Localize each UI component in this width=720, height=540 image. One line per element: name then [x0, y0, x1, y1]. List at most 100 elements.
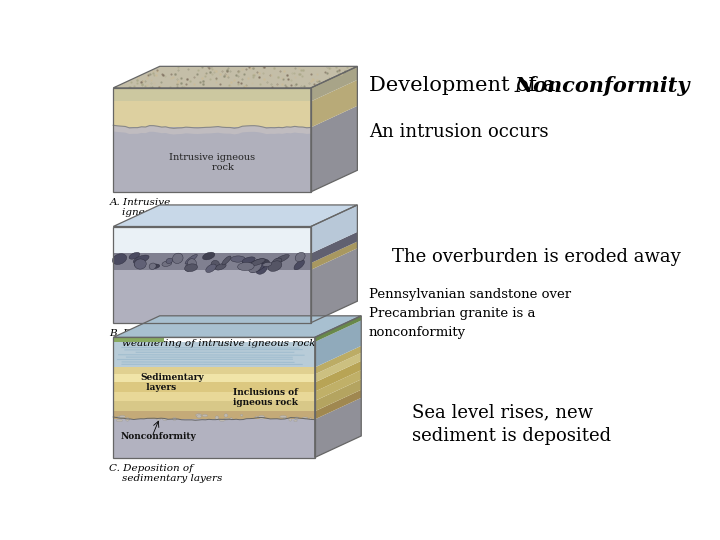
Ellipse shape: [173, 253, 183, 264]
Ellipse shape: [224, 418, 230, 420]
Ellipse shape: [163, 418, 167, 421]
Ellipse shape: [215, 264, 226, 270]
Text: Pennsylvanian sandstone over
Precambrian granite is a
nonconformity: Pennsylvanian sandstone over Precambrian…: [369, 288, 571, 339]
Polygon shape: [113, 338, 163, 342]
Ellipse shape: [186, 266, 192, 271]
Text: The overburden is eroded away: The overburden is eroded away: [392, 248, 681, 266]
Polygon shape: [311, 205, 357, 253]
Polygon shape: [113, 127, 311, 192]
Ellipse shape: [263, 262, 271, 267]
Ellipse shape: [294, 417, 299, 420]
Polygon shape: [311, 248, 357, 323]
Ellipse shape: [202, 252, 215, 260]
Ellipse shape: [274, 254, 289, 263]
Polygon shape: [315, 370, 361, 401]
Ellipse shape: [243, 259, 252, 268]
Polygon shape: [315, 390, 361, 420]
Ellipse shape: [284, 417, 287, 419]
Polygon shape: [113, 420, 315, 457]
Text: C. Deposition of
    sedimentary layers: C. Deposition of sedimentary layers: [109, 464, 222, 483]
Polygon shape: [311, 106, 357, 192]
Ellipse shape: [134, 260, 143, 267]
Ellipse shape: [149, 263, 156, 269]
Polygon shape: [113, 253, 311, 270]
Polygon shape: [113, 367, 315, 374]
Text: B. Exposure and
    weathering of intrusive igneous rock: B. Exposure and weathering of intrusive …: [109, 329, 316, 348]
Ellipse shape: [272, 258, 282, 265]
Ellipse shape: [129, 252, 140, 259]
Polygon shape: [113, 102, 311, 127]
Polygon shape: [315, 320, 361, 367]
Polygon shape: [315, 353, 361, 382]
Polygon shape: [113, 342, 315, 367]
Polygon shape: [113, 374, 315, 382]
Ellipse shape: [219, 419, 225, 421]
Ellipse shape: [117, 416, 123, 419]
Ellipse shape: [258, 415, 265, 419]
Ellipse shape: [294, 260, 305, 270]
Ellipse shape: [253, 259, 270, 267]
Ellipse shape: [187, 259, 197, 268]
Ellipse shape: [206, 264, 216, 273]
Polygon shape: [315, 316, 361, 342]
Polygon shape: [113, 401, 315, 411]
Text: Sea level rises, new
sediment is deposited: Sea level rises, new sediment is deposit…: [412, 403, 611, 445]
Polygon shape: [113, 88, 311, 102]
Ellipse shape: [230, 418, 233, 420]
Ellipse shape: [256, 263, 267, 274]
Polygon shape: [113, 263, 311, 270]
Ellipse shape: [255, 416, 258, 418]
Ellipse shape: [202, 414, 207, 417]
Ellipse shape: [150, 264, 160, 268]
Ellipse shape: [230, 256, 246, 262]
Ellipse shape: [302, 417, 308, 419]
Polygon shape: [113, 125, 311, 134]
Ellipse shape: [251, 259, 265, 266]
Ellipse shape: [294, 420, 297, 422]
Polygon shape: [315, 398, 361, 457]
Ellipse shape: [268, 261, 282, 272]
Ellipse shape: [185, 254, 197, 264]
Ellipse shape: [133, 255, 149, 264]
Ellipse shape: [242, 257, 255, 264]
Polygon shape: [311, 66, 357, 102]
Text: Sedimentary
  layers: Sedimentary layers: [140, 373, 204, 392]
Ellipse shape: [186, 261, 194, 268]
Polygon shape: [113, 66, 357, 88]
Ellipse shape: [211, 260, 220, 269]
Polygon shape: [311, 241, 357, 270]
Ellipse shape: [295, 252, 305, 262]
Ellipse shape: [224, 414, 228, 417]
Text: A. Intrusive
    igneous rock: A. Intrusive igneous rock: [109, 198, 190, 218]
Ellipse shape: [166, 258, 173, 264]
Ellipse shape: [215, 416, 219, 420]
Ellipse shape: [280, 416, 287, 418]
Polygon shape: [315, 346, 361, 374]
Polygon shape: [311, 80, 357, 127]
Ellipse shape: [197, 415, 202, 418]
Polygon shape: [113, 270, 311, 323]
Ellipse shape: [310, 418, 312, 420]
Polygon shape: [113, 205, 357, 226]
Ellipse shape: [250, 264, 265, 272]
Polygon shape: [315, 379, 361, 411]
Ellipse shape: [162, 261, 172, 266]
Ellipse shape: [196, 414, 202, 416]
Text: Nonconformity: Nonconformity: [515, 76, 690, 96]
Ellipse shape: [289, 418, 292, 421]
Ellipse shape: [173, 417, 176, 421]
Polygon shape: [311, 232, 357, 263]
Ellipse shape: [238, 262, 254, 271]
Polygon shape: [315, 361, 361, 392]
Ellipse shape: [184, 264, 197, 272]
Polygon shape: [113, 226, 311, 253]
Ellipse shape: [112, 254, 127, 265]
Ellipse shape: [157, 418, 161, 420]
Ellipse shape: [240, 414, 243, 416]
Text: Intrusive igneous
       rock: Intrusive igneous rock: [169, 153, 255, 172]
Text: Inclusions of
igneous rock: Inclusions of igneous rock: [233, 388, 298, 407]
Polygon shape: [113, 382, 315, 392]
Ellipse shape: [117, 420, 122, 422]
Text: An intrusion occurs: An intrusion occurs: [369, 123, 549, 140]
Ellipse shape: [248, 260, 262, 273]
